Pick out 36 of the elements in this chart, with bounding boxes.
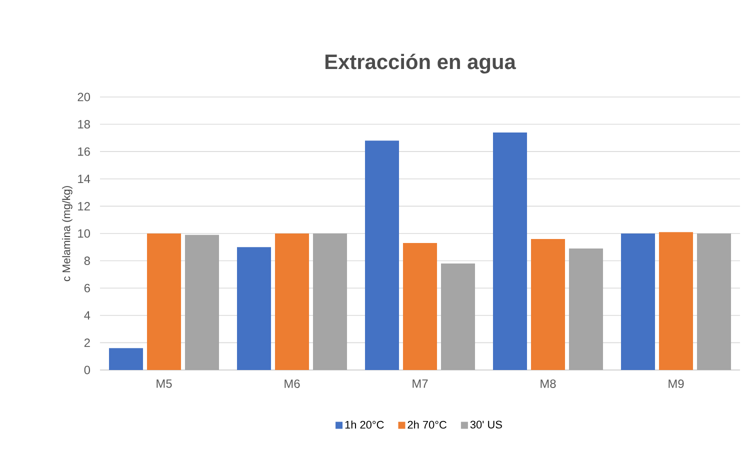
bar — [403, 243, 438, 370]
bar — [237, 247, 272, 370]
legend-label: 1h 20°C — [345, 420, 384, 429]
y-tick-label: 10 — [78, 229, 90, 238]
y-tick-label: 18 — [78, 120, 90, 129]
bar — [147, 233, 182, 370]
y-axis-title: c Melamina (mg/kg) — [62, 186, 72, 282]
chart-title: Extracción en agua — [325, 54, 516, 74]
bar — [569, 248, 604, 370]
x-tick-label: M5 — [156, 380, 172, 388]
y-tick-label: 8 — [84, 256, 90, 266]
y-tick-label: 16 — [78, 147, 90, 156]
y-tick-label: 2 — [84, 338, 90, 347]
bar — [493, 132, 528, 370]
bar — [313, 233, 348, 370]
y-tick-label: 0 — [84, 366, 90, 374]
bar — [109, 348, 144, 370]
legend-label: 30' US — [470, 420, 502, 428]
bar — [275, 233, 310, 370]
y-tick-label: 6 — [84, 284, 90, 292]
bar — [365, 140, 400, 370]
y-tick-label: 4 — [84, 311, 90, 320]
x-tick-label: M7 — [412, 380, 428, 388]
y-tick-label: 12 — [78, 202, 90, 210]
y-tick-label: 20 — [78, 92, 90, 102]
bar — [659, 232, 694, 370]
bar — [531, 238, 566, 370]
bar — [697, 233, 732, 370]
bar — [441, 264, 476, 370]
y-tick-label: 14 — [78, 174, 90, 183]
x-tick-label: M6 — [284, 380, 300, 388]
legend-label: 2h 70°C — [408, 420, 447, 429]
x-tick-label: M8 — [540, 380, 556, 388]
bar — [185, 234, 220, 370]
bar — [621, 233, 656, 370]
x-tick-label: M9 — [668, 380, 684, 388]
